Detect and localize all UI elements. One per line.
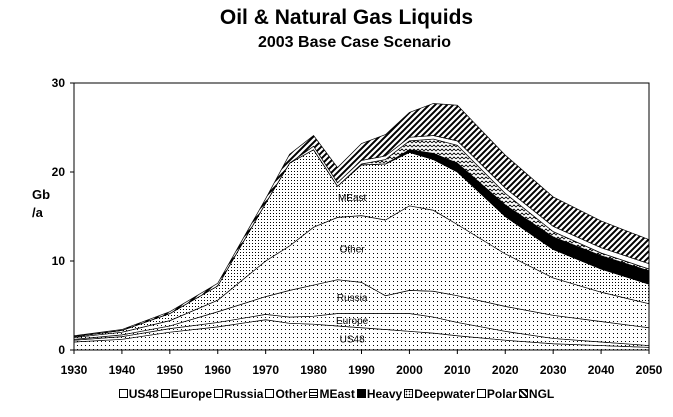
- legend-label: US48: [128, 387, 159, 401]
- legend-item-polar: Polar: [476, 387, 517, 401]
- chart-title: Oil & Natural Gas Liquids: [219, 6, 474, 29]
- legend-label: Russia: [224, 387, 264, 401]
- area-label-russia: Russia: [337, 293, 368, 304]
- chart-subtitle: 2003 Base Case Scenario: [257, 34, 451, 51]
- legend-label: Heavy: [366, 387, 403, 401]
- y-tick-label: 10: [52, 254, 66, 268]
- x-tick-label: 2020: [492, 363, 519, 377]
- legend-item-ngl: NGL: [518, 387, 555, 401]
- legend-swatch: [356, 389, 366, 398]
- legend-item-other: Other: [265, 387, 307, 401]
- x-tick-label: 1960: [204, 363, 231, 377]
- legend-label: Europe: [170, 387, 213, 401]
- x-tick-label: 2000: [396, 363, 423, 377]
- legend-label: MEast: [319, 387, 355, 401]
- legend-label: Other: [275, 387, 308, 401]
- legend-swatch: [518, 389, 528, 398]
- x-tick-label: 1930: [61, 363, 88, 377]
- legend-item-us48: US48: [118, 387, 159, 401]
- legend-label: Deepwater: [414, 387, 475, 401]
- x-tick-label: 1990: [348, 363, 375, 377]
- area-label-meast: MEast: [338, 193, 367, 204]
- x-tick-label: 2030: [540, 363, 567, 377]
- x-tick-label: 1980: [300, 363, 327, 377]
- legend-item-deepwater: Deepwater: [404, 387, 475, 401]
- area-label-europe: Europe: [336, 316, 369, 327]
- y-tick-label: 20: [52, 165, 66, 179]
- legend-swatch: [265, 389, 275, 398]
- axes: 1930 1940 1950 1960 1970 1980 1990 2000 2010 2020…: [52, 76, 663, 377]
- x-tick-label: 1950: [156, 363, 183, 377]
- area-layers: [73, 103, 650, 351]
- legend-item-heavy: Heavy: [356, 387, 403, 401]
- legend-label: Polar: [486, 387, 517, 401]
- legend-swatch: [404, 389, 414, 398]
- y-tick-label: 0: [58, 343, 65, 357]
- legend: US48 Europe Russia Other MEast Heavy Deepwater…: [0, 387, 673, 401]
- y-tick-label: 30: [52, 76, 66, 90]
- y-axis-label-line-1: Gb: [32, 187, 51, 202]
- x-tick-label: 2050: [636, 363, 663, 377]
- area-label-other: Other: [340, 245, 366, 256]
- x-tick-label: 1940: [109, 363, 136, 377]
- legend-swatch: [309, 389, 319, 398]
- x-tick-label: 2010: [444, 363, 471, 377]
- region-labels: MEast Other Russia Europe US48: [336, 193, 369, 345]
- x-tick-label: 2040: [588, 363, 615, 377]
- legend-label: NGL: [528, 387, 555, 401]
- area-label-us48: US48: [340, 334, 365, 345]
- legend-swatch: [160, 389, 170, 398]
- legend-item-russia: Russia: [214, 387, 263, 401]
- x-tick-label: 1970: [252, 363, 279, 377]
- legend-swatch: [214, 389, 224, 398]
- y-axis-label-line-2: /a: [32, 205, 43, 220]
- legend-swatch: [118, 389, 128, 398]
- y-axis-label: Gb /a: [32, 186, 50, 222]
- legend-item-europe: Europe: [160, 387, 213, 401]
- legend-swatch: [476, 389, 486, 398]
- legend-item-meast: MEast: [309, 387, 355, 401]
